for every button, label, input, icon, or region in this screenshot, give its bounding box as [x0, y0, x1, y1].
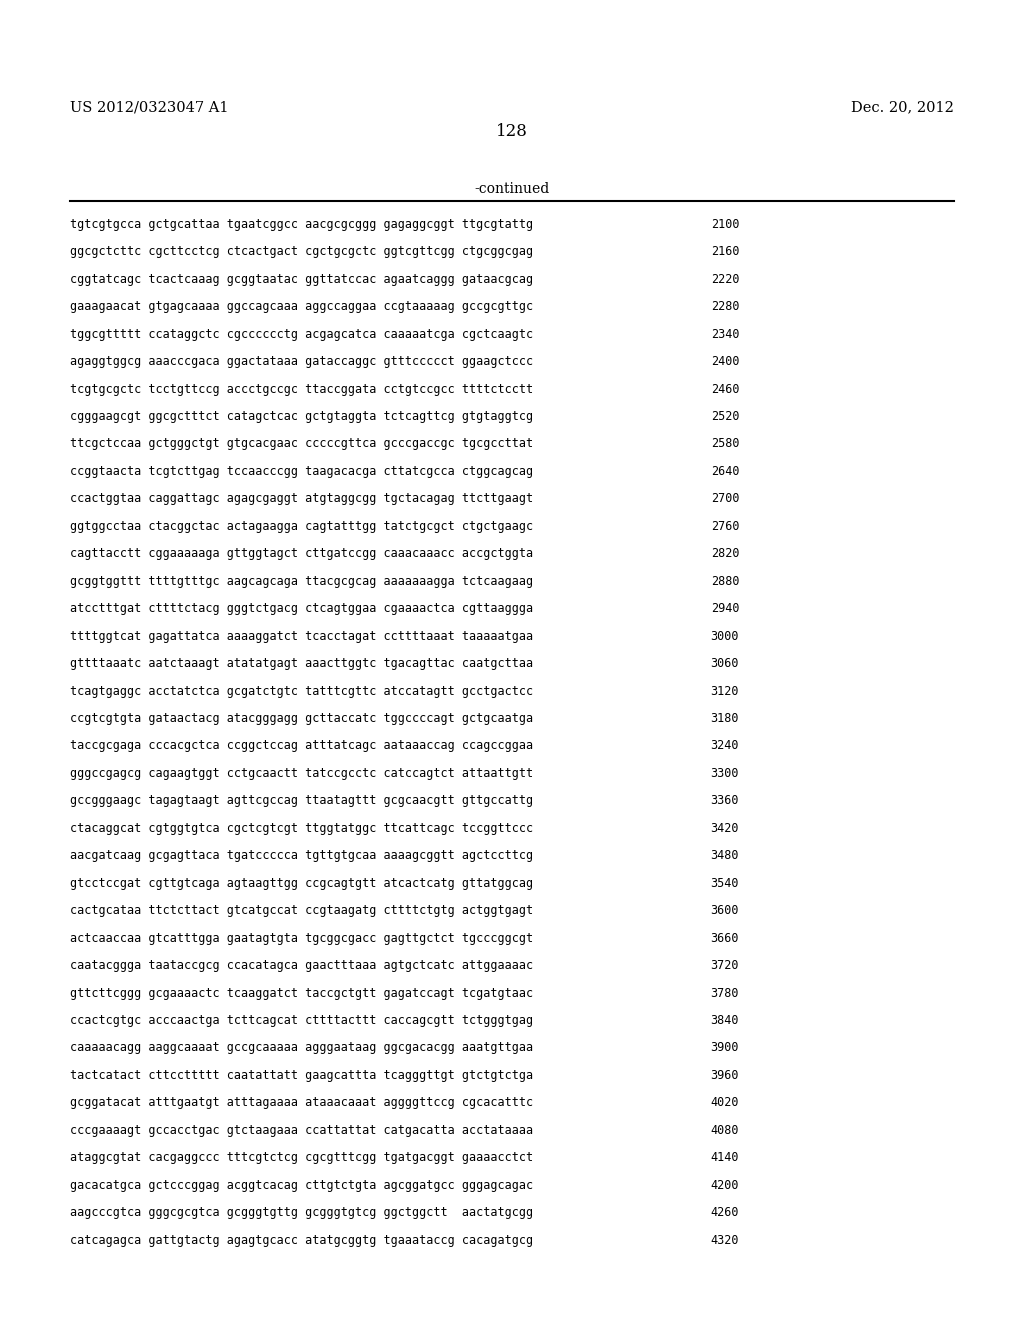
Text: ataggcgtat cacgaggccc tttcgtctcg cgcgtttcgg tgatgacggt gaaaacctct: ataggcgtat cacgaggccc tttcgtctcg cgcgttt…	[70, 1151, 532, 1164]
Text: ttttggtcat gagattatca aaaaggatct tcacctagat ccttttaaat taaaaatgaa: ttttggtcat gagattatca aaaaggatct tcaccta…	[70, 630, 532, 643]
Text: 4260: 4260	[711, 1206, 739, 1220]
Text: 3120: 3120	[711, 685, 739, 697]
Text: ggtggcctaa ctacggctac actagaagga cagtatttgg tatctgcgct ctgctgaagc: ggtggcctaa ctacggctac actagaagga cagtatt…	[70, 520, 532, 533]
Text: -continued: -continued	[474, 182, 550, 197]
Text: 2280: 2280	[711, 300, 739, 313]
Text: 3840: 3840	[711, 1014, 739, 1027]
Text: gggccgagcg cagaagtggt cctgcaactt tatccgcctc catccagtct attaattgtt: gggccgagcg cagaagtggt cctgcaactt tatccgc…	[70, 767, 532, 780]
Text: 2340: 2340	[711, 327, 739, 341]
Text: tgtcgtgcca gctgcattaa tgaatcggcc aacgcgcggg gagaggcggt ttgcgtattg: tgtcgtgcca gctgcattaa tgaatcggcc aacgcgc…	[70, 218, 532, 231]
Text: caaaaacagg aaggcaaaat gccgcaaaaa agggaataag ggcgacacgg aaatgttgaa: caaaaacagg aaggcaaaat gccgcaaaaa agggaat…	[70, 1041, 532, 1055]
Text: 2100: 2100	[711, 218, 739, 231]
Text: 2220: 2220	[711, 273, 739, 285]
Text: 3900: 3900	[711, 1041, 739, 1055]
Text: cggtatcagc tcactcaaag gcggtaatac ggttatccac agaatcaggg gataacgcag: cggtatcagc tcactcaaag gcggtaatac ggttatc…	[70, 273, 532, 285]
Text: 2640: 2640	[711, 465, 739, 478]
Text: 4320: 4320	[711, 1234, 739, 1246]
Text: 3960: 3960	[711, 1069, 739, 1082]
Text: 3600: 3600	[711, 904, 739, 917]
Text: gaaagaacat gtgagcaaaa ggccagcaaa aggccaggaa ccgtaaaaag gccgcgttgc: gaaagaacat gtgagcaaaa ggccagcaaa aggccag…	[70, 300, 532, 313]
Text: tcagtgaggc acctatctca gcgatctgtc tatttcgttc atccatagtt gcctgactcc: tcagtgaggc acctatctca gcgatctgtc tatttcg…	[70, 685, 532, 697]
Text: gcggtggttt ttttgtttgc aagcagcaga ttacgcgcag aaaaaaagga tctcaagaag: gcggtggttt ttttgtttgc aagcagcaga ttacgcg…	[70, 574, 532, 587]
Text: 3540: 3540	[711, 876, 739, 890]
Text: 3780: 3780	[711, 986, 739, 999]
Text: 2160: 2160	[711, 246, 739, 259]
Text: ctacaggcat cgtggtgtca cgctcgtcgt ttggtatggc ttcattcagc tccggttccc: ctacaggcat cgtggtgtca cgctcgtcgt ttggtat…	[70, 822, 532, 834]
Text: gcggatacat atttgaatgt atttagaaaa ataaacaaat aggggttccg cgcacatttc: gcggatacat atttgaatgt atttagaaaa ataaaca…	[70, 1097, 532, 1109]
Text: 128: 128	[496, 123, 528, 140]
Text: taccgcgaga cccacgctca ccggctccag atttatcagc aataaaccag ccagccggaa: taccgcgaga cccacgctca ccggctccag atttatc…	[70, 739, 532, 752]
Text: 3720: 3720	[711, 960, 739, 972]
Text: US 2012/0323047 A1: US 2012/0323047 A1	[70, 100, 228, 115]
Text: 2460: 2460	[711, 383, 739, 396]
Text: 3000: 3000	[711, 630, 739, 643]
Text: 3240: 3240	[711, 739, 739, 752]
Text: 2820: 2820	[711, 548, 739, 560]
Text: aacgatcaag gcgagttaca tgatccccca tgttgtgcaa aaaagcggtt agctccttcg: aacgatcaag gcgagttaca tgatccccca tgttgtg…	[70, 849, 532, 862]
Text: 2520: 2520	[711, 411, 739, 422]
Text: 2400: 2400	[711, 355, 739, 368]
Text: 2580: 2580	[711, 437, 739, 450]
Text: gacacatgca gctcccggag acggtcacag cttgtctgta agcggatgcc gggagcagac: gacacatgca gctcccggag acggtcacag cttgtct…	[70, 1179, 532, 1192]
Text: gccgggaagc tagagtaagt agttcgccag ttaatagttt gcgcaacgtt gttgccattg: gccgggaagc tagagtaagt agttcgccag ttaatag…	[70, 795, 532, 808]
Text: 3480: 3480	[711, 849, 739, 862]
Text: cagttacctt cggaaaaaga gttggtagct cttgatccgg caaacaaacc accgctggta: cagttacctt cggaaaaaga gttggtagct cttgatc…	[70, 548, 532, 560]
Text: ccactggtaa caggattagc agagcgaggt atgtaggcgg tgctacagag ttcttgaagt: ccactggtaa caggattagc agagcgaggt atgtagg…	[70, 492, 532, 506]
Text: gtcctccgat cgttgtcaga agtaagttgg ccgcagtgtt atcactcatg gttatggcag: gtcctccgat cgttgtcaga agtaagttgg ccgcagt…	[70, 876, 532, 890]
Text: ttcgctccaa gctgggctgt gtgcacgaac cccccgttca gcccgaccgc tgcgccttat: ttcgctccaa gctgggctgt gtgcacgaac cccccgt…	[70, 437, 532, 450]
Text: actcaaccaa gtcatttgga gaatagtgta tgcggcgacc gagttgctct tgcccggcgt: actcaaccaa gtcatttgga gaatagtgta tgcggcg…	[70, 932, 532, 945]
Text: 3300: 3300	[711, 767, 739, 780]
Text: catcagagca gattgtactg agagtgcacc atatgcggtg tgaaataccg cacagatgcg: catcagagca gattgtactg agagtgcacc atatgcg…	[70, 1234, 532, 1246]
Text: cccgaaaagt gccacctgac gtctaagaaa ccattattat catgacatta acctataaaa: cccgaaaagt gccacctgac gtctaagaaa ccattat…	[70, 1123, 532, 1137]
Text: 2760: 2760	[711, 520, 739, 533]
Text: 4020: 4020	[711, 1097, 739, 1109]
Text: 2880: 2880	[711, 574, 739, 587]
Text: gttcttcggg gcgaaaactc tcaaggatct taccgctgtt gagatccagt tcgatgtaac: gttcttcggg gcgaaaactc tcaaggatct taccgct…	[70, 986, 532, 999]
Text: Dec. 20, 2012: Dec. 20, 2012	[852, 100, 954, 115]
Text: tcgtgcgctc tcctgttccg accctgccgc ttaccggata cctgtccgcc ttttctcctt: tcgtgcgctc tcctgttccg accctgccgc ttaccgg…	[70, 383, 532, 396]
Text: 4080: 4080	[711, 1123, 739, 1137]
Text: ccggtaacta tcgtcttgag tccaacccgg taagacacga cttatcgcca ctggcagcag: ccggtaacta tcgtcttgag tccaacccgg taagaca…	[70, 465, 532, 478]
Text: 3060: 3060	[711, 657, 739, 671]
Text: ggcgctcttc cgcttcctcg ctcactgact cgctgcgctc ggtcgttcgg ctgcggcgag: ggcgctcttc cgcttcctcg ctcactgact cgctgcg…	[70, 246, 532, 259]
Text: 3360: 3360	[711, 795, 739, 808]
Text: aagcccgtca gggcgcgtca gcgggtgttg gcgggtgtcg ggctggctt  aactatgcgg: aagcccgtca gggcgcgtca gcgggtgttg gcgggtg…	[70, 1206, 532, 1220]
Text: cactgcataa ttctcttact gtcatgccat ccgtaagatg cttttctgtg actggtgagt: cactgcataa ttctcttact gtcatgccat ccgtaag…	[70, 904, 532, 917]
Text: cgggaagcgt ggcgctttct catagctcac gctgtaggta tctcagttcg gtgtaggtcg: cgggaagcgt ggcgctttct catagctcac gctgtag…	[70, 411, 532, 422]
Text: 3180: 3180	[711, 711, 739, 725]
Text: 4140: 4140	[711, 1151, 739, 1164]
Text: ccactcgtgc acccaactga tcttcagcat cttttacttt caccagcgtt tctgggtgag: ccactcgtgc acccaactga tcttcagcat cttttac…	[70, 1014, 532, 1027]
Text: 3420: 3420	[711, 822, 739, 834]
Text: gttttaaatc aatctaaagt atatatgagt aaacttggtc tgacagttac caatgcttaa: gttttaaatc aatctaaagt atatatgagt aaacttg…	[70, 657, 532, 671]
Text: 2700: 2700	[711, 492, 739, 506]
Text: tactcatact cttccttttt caatattatt gaagcattta tcagggttgt gtctgtctga: tactcatact cttccttttt caatattatt gaagcat…	[70, 1069, 532, 1082]
Text: 3660: 3660	[711, 932, 739, 945]
Text: agaggtggcg aaacccgaca ggactataaa gataccaggc gtttccccct ggaagctccc: agaggtggcg aaacccgaca ggactataaa gatacca…	[70, 355, 532, 368]
Text: ccgtcgtgta gataactacg atacgggagg gcttaccatc tggccccagt gctgcaatga: ccgtcgtgta gataactacg atacgggagg gcttacc…	[70, 711, 532, 725]
Text: tggcgttttt ccataggctc cgcccccctg acgagcatca caaaaatcga cgctcaagtc: tggcgttttt ccataggctc cgcccccctg acgagca…	[70, 327, 532, 341]
Text: atcctttgat cttttctacg gggtctgacg ctcagtggaa cgaaaactca cgttaaggga: atcctttgat cttttctacg gggtctgacg ctcagtg…	[70, 602, 532, 615]
Text: 2940: 2940	[711, 602, 739, 615]
Text: 4200: 4200	[711, 1179, 739, 1192]
Text: caatacggga taataccgcg ccacatagca gaactttaaa agtgctcatc attggaaaac: caatacggga taataccgcg ccacatagca gaacttt…	[70, 960, 532, 972]
